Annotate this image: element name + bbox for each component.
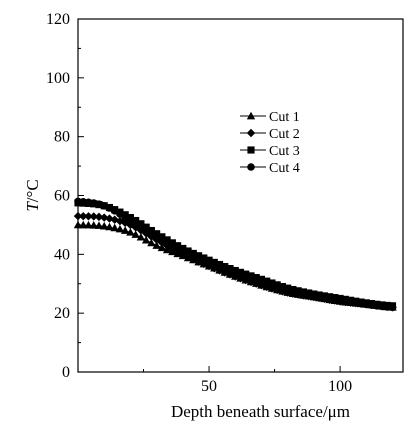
legend-label: Cut 4 — [269, 161, 300, 176]
y-tick-label: 40 — [54, 246, 70, 263]
data-point — [205, 256, 213, 264]
series-marker — [163, 236, 171, 244]
series-marker — [221, 263, 229, 271]
y-axis-label: T/°C — [23, 179, 42, 211]
series-marker — [210, 258, 218, 266]
series-marker — [110, 223, 119, 232]
series-marker — [137, 223, 145, 232]
series-marker — [84, 212, 93, 221]
y-tick-label: 120 — [46, 11, 70, 28]
x-axis-label: Depth beneath surface/μm — [171, 402, 350, 421]
series-marker — [157, 243, 167, 252]
series-marker — [105, 222, 114, 231]
series-marker — [215, 260, 224, 269]
series-marker — [158, 233, 166, 241]
series-marker — [89, 221, 98, 229]
series-marker — [184, 247, 192, 255]
series-marker — [147, 230, 156, 239]
data-point — [179, 244, 187, 253]
series-marker — [95, 200, 103, 208]
y-tick-label: 0 — [62, 364, 70, 381]
series-marker — [94, 221, 104, 229]
data-point — [257, 275, 266, 283]
series-marker — [115, 224, 125, 233]
series-marker — [357, 299, 365, 308]
series-marker — [242, 270, 250, 278]
legend-marker — [247, 146, 255, 154]
series-marker — [200, 254, 208, 262]
series-marker — [236, 268, 245, 276]
legend-label: Cut 3 — [269, 144, 300, 159]
series-marker — [252, 278, 261, 286]
series-marker — [84, 220, 93, 229]
series-marker — [141, 235, 151, 244]
legend-label: Cut 2 — [269, 127, 300, 142]
plot-frame — [77, 18, 404, 373]
data-point — [153, 230, 161, 238]
legend-marker — [247, 163, 255, 171]
series-marker — [79, 211, 88, 221]
y-tick-label: 100 — [46, 70, 70, 87]
series-marker — [304, 290, 313, 299]
series-4 — [74, 197, 397, 312]
series-marker — [120, 226, 130, 234]
series-marker — [268, 279, 276, 287]
series-marker — [252, 274, 260, 282]
series-marker — [331, 295, 339, 303]
y-tick-label: 80 — [54, 129, 70, 146]
x-tick-label: 50 — [201, 378, 217, 395]
series-marker — [189, 249, 197, 258]
series-marker — [131, 230, 140, 238]
y-tick-label: 20 — [54, 305, 70, 322]
series-marker — [174, 242, 182, 250]
series-marker — [168, 239, 176, 247]
series-marker — [79, 220, 88, 229]
series-marker — [200, 258, 208, 267]
series-marker — [173, 246, 182, 254]
series-marker — [383, 303, 392, 311]
data-point — [100, 213, 109, 222]
data-point — [73, 220, 83, 229]
legend: Cut 1 Cut 2 Cut 3 Cut 4 — [240, 110, 300, 176]
y-tick-label: 60 — [54, 188, 70, 205]
series-marker — [89, 212, 98, 221]
legend-label: Cut 1 — [269, 110, 300, 125]
data-point — [152, 241, 161, 249]
series-marker — [147, 226, 155, 235]
series-marker — [226, 265, 234, 273]
series-marker — [121, 213, 129, 221]
series-marker — [94, 212, 104, 222]
series-marker — [142, 223, 150, 231]
series-marker — [263, 277, 271, 285]
series-marker — [278, 286, 287, 294]
series-line — [77, 224, 393, 308]
series-marker — [247, 272, 255, 280]
x-tick-label: 100 — [328, 378, 352, 395]
series-marker — [226, 269, 234, 277]
series-marker — [194, 252, 203, 260]
legend-marker — [246, 128, 256, 138]
series-marker — [110, 215, 119, 224]
series-marker — [136, 232, 146, 241]
data-point — [73, 211, 83, 221]
data-point — [231, 266, 239, 275]
series-marker — [147, 238, 156, 247]
legend-marker — [246, 111, 256, 120]
